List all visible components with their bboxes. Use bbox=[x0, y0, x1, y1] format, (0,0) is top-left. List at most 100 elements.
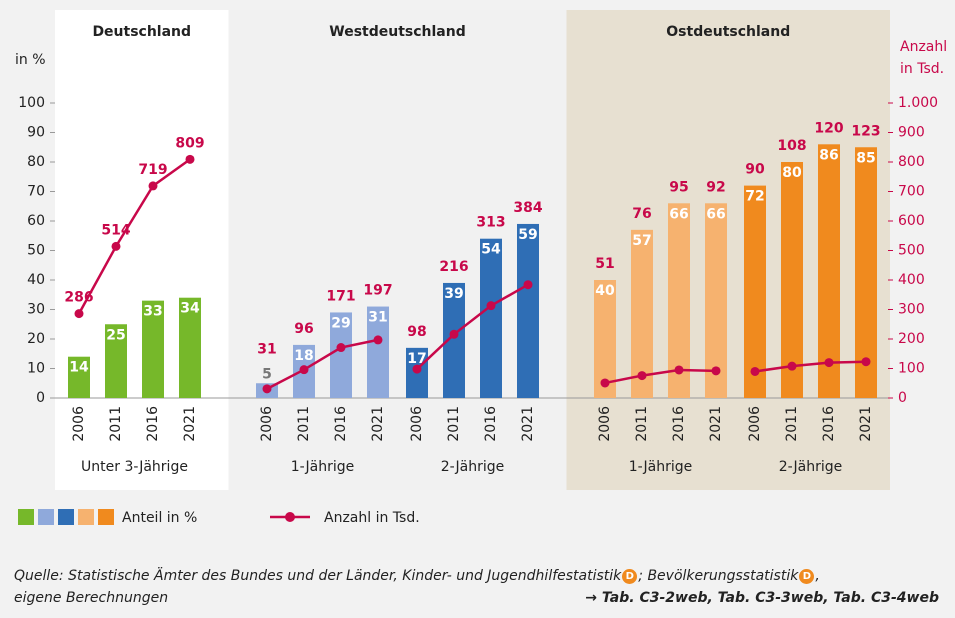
x-tick-label: 2021 bbox=[370, 406, 386, 442]
y2-tick-label: 700 bbox=[898, 184, 925, 200]
bar-value-label: 85 bbox=[856, 150, 875, 166]
line-value-label: 92 bbox=[706, 179, 725, 195]
x-tick-label: 2021 bbox=[182, 406, 198, 442]
bar-value-label: 25 bbox=[106, 327, 125, 343]
bar bbox=[367, 306, 389, 398]
legend-swatch bbox=[78, 509, 94, 525]
line-value-label: 95 bbox=[669, 179, 688, 195]
y-tick-label: 50 bbox=[27, 243, 45, 259]
line-value-label: 108 bbox=[777, 138, 806, 154]
line-point bbox=[412, 364, 422, 374]
panel-background bbox=[55, 10, 229, 490]
panel-background bbox=[228, 10, 567, 490]
x-tick-label: 2021 bbox=[520, 406, 536, 442]
bar-value-label: 29 bbox=[331, 315, 350, 331]
bar bbox=[668, 203, 690, 398]
line bbox=[416, 283, 529, 371]
x-tick-label: 2006 bbox=[259, 406, 275, 442]
y-tick-label: 20 bbox=[27, 331, 45, 347]
line-value-label: 31 bbox=[257, 341, 276, 357]
line-point bbox=[449, 329, 459, 339]
line-point bbox=[600, 378, 610, 388]
bar bbox=[781, 162, 803, 398]
bar-value-label: 18 bbox=[294, 348, 313, 364]
bar bbox=[480, 238, 502, 398]
legend-swatch bbox=[18, 509, 34, 525]
x-tick-label: 2021 bbox=[708, 406, 724, 442]
line-point bbox=[299, 365, 309, 375]
bar bbox=[744, 185, 766, 398]
group-label: 1-Jährige bbox=[629, 459, 692, 475]
line bbox=[754, 360, 867, 373]
line bbox=[266, 338, 379, 390]
y2-tick-label: 600 bbox=[898, 213, 925, 229]
legend-label: Anteil in % bbox=[122, 510, 197, 526]
icon: D bbox=[622, 569, 638, 584]
line bbox=[77, 158, 191, 315]
legend-swatch bbox=[38, 509, 54, 525]
group-label: 2-Jährige bbox=[441, 459, 504, 475]
y2-tick-label: 1.000 bbox=[898, 95, 938, 111]
line-point bbox=[711, 366, 721, 376]
panel-title: Deutschland bbox=[92, 24, 191, 40]
y2-axis-label: Anzahl bbox=[900, 39, 947, 55]
line-value-label: 123 bbox=[851, 123, 880, 139]
line-value-label: 313 bbox=[476, 215, 505, 231]
source-reference: → Tab. C3-2web, Tab. C3-3web, Tab. C3-4w… bbox=[585, 590, 939, 606]
source: Quelle: Statistische Ämter des Bundes un… bbox=[14, 568, 820, 584]
y-tick-label: 70 bbox=[27, 184, 45, 200]
bar bbox=[179, 297, 201, 398]
x-tick-label: 2016 bbox=[145, 406, 161, 442]
y-tick-label: 30 bbox=[27, 302, 45, 318]
legend-label: Anzahl in Tsd. bbox=[324, 510, 420, 526]
x-tick-label: 2016 bbox=[483, 406, 499, 442]
legend-point bbox=[285, 512, 295, 522]
group-label: Unter 3-Jährige bbox=[81, 459, 188, 475]
bar-value-label: 66 bbox=[669, 206, 688, 222]
bar-value-label: 39 bbox=[444, 286, 463, 302]
line-point bbox=[674, 365, 684, 375]
line-point bbox=[111, 241, 121, 251]
group-label: 1-Jährige bbox=[291, 459, 354, 475]
y2-tick-label: 800 bbox=[898, 154, 925, 170]
line-value-label: 171 bbox=[326, 288, 355, 304]
bar bbox=[631, 229, 653, 398]
line-value-label: 96 bbox=[294, 321, 313, 337]
line-point bbox=[861, 357, 871, 367]
bar bbox=[594, 280, 616, 398]
bar-value-label: 17 bbox=[407, 351, 426, 367]
y2-tick-label: 400 bbox=[898, 272, 925, 288]
line-point bbox=[750, 366, 760, 376]
panel-title: Ostdeutschland bbox=[666, 24, 790, 40]
x-tick-label: 2011 bbox=[296, 406, 312, 442]
bar bbox=[705, 203, 727, 398]
line-value-label: 197 bbox=[363, 283, 392, 299]
bar-value-label: 31 bbox=[368, 310, 387, 326]
bar-value-label: 14 bbox=[69, 360, 89, 376]
source-text: ; Bevölkerungsstatistik bbox=[638, 568, 799, 584]
bar-value-label: 5 bbox=[262, 366, 272, 382]
x-tick-label: 2011 bbox=[108, 406, 124, 442]
line-point bbox=[336, 343, 346, 353]
panel-background bbox=[566, 10, 890, 490]
y-tick-label: 60 bbox=[27, 213, 45, 229]
source-line: eigene Berechnungen bbox=[14, 590, 169, 606]
line-point bbox=[486, 301, 496, 311]
y-tick-label: 40 bbox=[27, 272, 45, 288]
line-value-label: 719 bbox=[138, 162, 167, 178]
bar-value-label: 40 bbox=[595, 283, 615, 299]
bar-value-label: 86 bbox=[819, 147, 838, 163]
x-tick-label: 2021 bbox=[858, 406, 874, 442]
line-value-label: 76 bbox=[632, 206, 651, 222]
x-tick-label: 2011 bbox=[784, 406, 800, 442]
y2-tick-label: 0 bbox=[898, 390, 907, 406]
x-tick-label: 2006 bbox=[71, 406, 87, 442]
line-point bbox=[262, 384, 272, 394]
bar bbox=[855, 147, 877, 398]
source-text: Quelle: Statistische Ämter des Bundes un… bbox=[14, 568, 622, 584]
line-point bbox=[787, 361, 797, 371]
x-tick-label: 2011 bbox=[446, 406, 462, 442]
line-value-label: 514 bbox=[101, 222, 130, 238]
line-value-label: 384 bbox=[513, 200, 542, 216]
